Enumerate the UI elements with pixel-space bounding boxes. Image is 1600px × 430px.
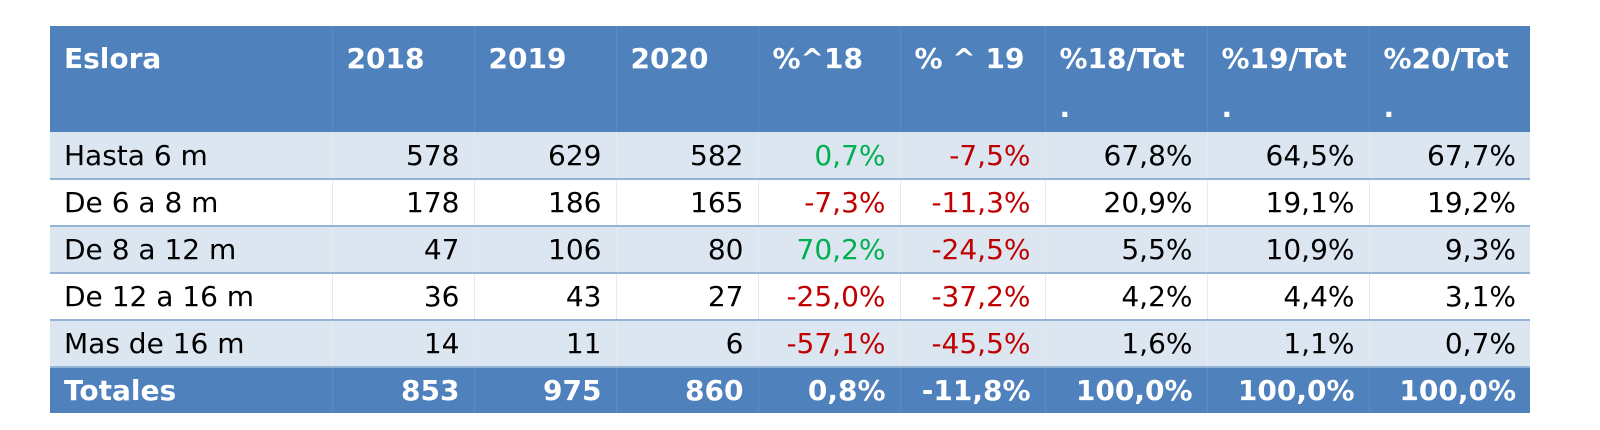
- cell-var19: -37,2%: [899, 273, 1045, 320]
- cell-var18: -25,0%: [757, 273, 900, 320]
- cell-2018: 47: [331, 226, 474, 273]
- cell-2019: 629: [473, 132, 616, 179]
- header-cell-2018: 2018: [331, 26, 474, 132]
- header-row: Eslora 2018 2019 2020 %^18 % ^ 19 %18/To…: [50, 26, 1530, 132]
- cell-2018: 578: [331, 132, 474, 179]
- cell-var18: 0,7%: [757, 132, 900, 179]
- table-row: De 8 a 12 m 47 106 80 70,2% -24,5% 5,5% 10,9% 9,…: [50, 226, 1530, 273]
- cell-tot19: 1,1%: [1206, 320, 1369, 367]
- totals-label: Totales: [50, 367, 332, 413]
- header-cell-2019: 2019: [473, 26, 616, 132]
- table-header: Eslora 2018 2019 2020 %^18 % ^ 19 %18/To…: [50, 26, 1530, 132]
- header-cell-tot19: %19/Tot .: [1206, 26, 1369, 132]
- cell-var18: -7,3%: [757, 179, 900, 226]
- cell-2020: 80: [615, 226, 758, 273]
- cell-2018: 178: [331, 179, 474, 226]
- totals-var18: 0,8%: [757, 367, 900, 413]
- totals-tot18: 100,0%: [1044, 367, 1207, 413]
- cell-tot19: 64,5%: [1206, 132, 1369, 179]
- header-cell-var18: %^18: [757, 26, 900, 132]
- header-cell-var19: % ^ 19: [899, 26, 1045, 132]
- cell-tot19: 10,9%: [1206, 226, 1369, 273]
- header-cell-eslora: Eslora: [50, 26, 332, 132]
- cell-var19: -11,3%: [899, 179, 1045, 226]
- cell-tot20: 3,1%: [1368, 273, 1530, 320]
- header-cell-tot18: %18/Tot .: [1044, 26, 1207, 132]
- table-row: De 6 a 8 m 178 186 165 -7,3% -11,3% 20,9% 19,1%…: [50, 179, 1530, 226]
- cell-tot20: 67,7%: [1368, 132, 1530, 179]
- cell-var18: 70,2%: [757, 226, 900, 273]
- totals-2019: 975: [473, 367, 616, 413]
- header-cell-2020: 2020: [615, 26, 758, 132]
- cell-var19: -24,5%: [899, 226, 1045, 273]
- totals-row: Totales 853 975 860 0,8% -11,8% 100,0% 1…: [50, 367, 1530, 413]
- row-label: Hasta 6 m: [50, 132, 332, 179]
- cell-tot19: 19,1%: [1206, 179, 1369, 226]
- table-row: De 12 a 16 m 36 43 27 -25,0% -37,2% 4,2% 4,4% 3,…: [50, 273, 1530, 320]
- totals-2018: 853: [331, 367, 474, 413]
- cell-tot18: 4,2%: [1044, 273, 1207, 320]
- row-label: De 6 a 8 m: [50, 179, 332, 226]
- table-row: Mas de 16 m 14 11 6 -57,1% -45,5% 1,6% 1,1% 0,7%: [50, 320, 1530, 367]
- cell-tot18: 20,9%: [1044, 179, 1207, 226]
- cell-tot20: 19,2%: [1368, 179, 1530, 226]
- totals-tot20: 100,0%: [1368, 367, 1530, 413]
- cell-2019: 11: [473, 320, 616, 367]
- cell-2020: 27: [615, 273, 758, 320]
- cell-var19: -7,5%: [899, 132, 1045, 179]
- row-label: De 12 a 16 m: [50, 273, 332, 320]
- cell-var18: -57,1%: [757, 320, 900, 367]
- table-row: Hasta 6 m 578 629 582 0,7% -7,5% 67,8% 64,5% 67,…: [50, 132, 1530, 179]
- cell-2020: 6: [615, 320, 758, 367]
- cell-tot18: 5,5%: [1044, 226, 1207, 273]
- totals-tot19: 100,0%: [1206, 367, 1369, 413]
- cell-2019: 106: [473, 226, 616, 273]
- cell-2018: 36: [331, 273, 474, 320]
- cell-2019: 186: [473, 179, 616, 226]
- cell-2020: 165: [615, 179, 758, 226]
- cell-2018: 14: [331, 320, 474, 367]
- header-cell-tot20: %20/Tot .: [1368, 26, 1530, 132]
- cell-tot19: 4,4%: [1206, 273, 1369, 320]
- totals-var19: -11,8%: [899, 367, 1045, 413]
- cell-var19: -45,5%: [899, 320, 1045, 367]
- table-body: Hasta 6 m 578 629 582 0,7% -7,5% 67,8% 64,5% 67,…: [50, 132, 1530, 367]
- cell-2020: 582: [615, 132, 758, 179]
- cell-tot18: 1,6%: [1044, 320, 1207, 367]
- cell-tot20: 9,3%: [1368, 226, 1530, 273]
- table-footer: Totales 853 975 860 0,8% -11,8% 100,0% 1…: [50, 367, 1530, 413]
- row-label: Mas de 16 m: [50, 320, 332, 367]
- eslora-table: Eslora 2018 2019 2020 %^18 % ^ 19 %18/To…: [50, 26, 1530, 413]
- cell-tot20: 0,7%: [1368, 320, 1530, 367]
- cell-2019: 43: [473, 273, 616, 320]
- row-label: De 8 a 12 m: [50, 226, 332, 273]
- cell-tot18: 67,8%: [1044, 132, 1207, 179]
- totals-2020: 860: [615, 367, 758, 413]
